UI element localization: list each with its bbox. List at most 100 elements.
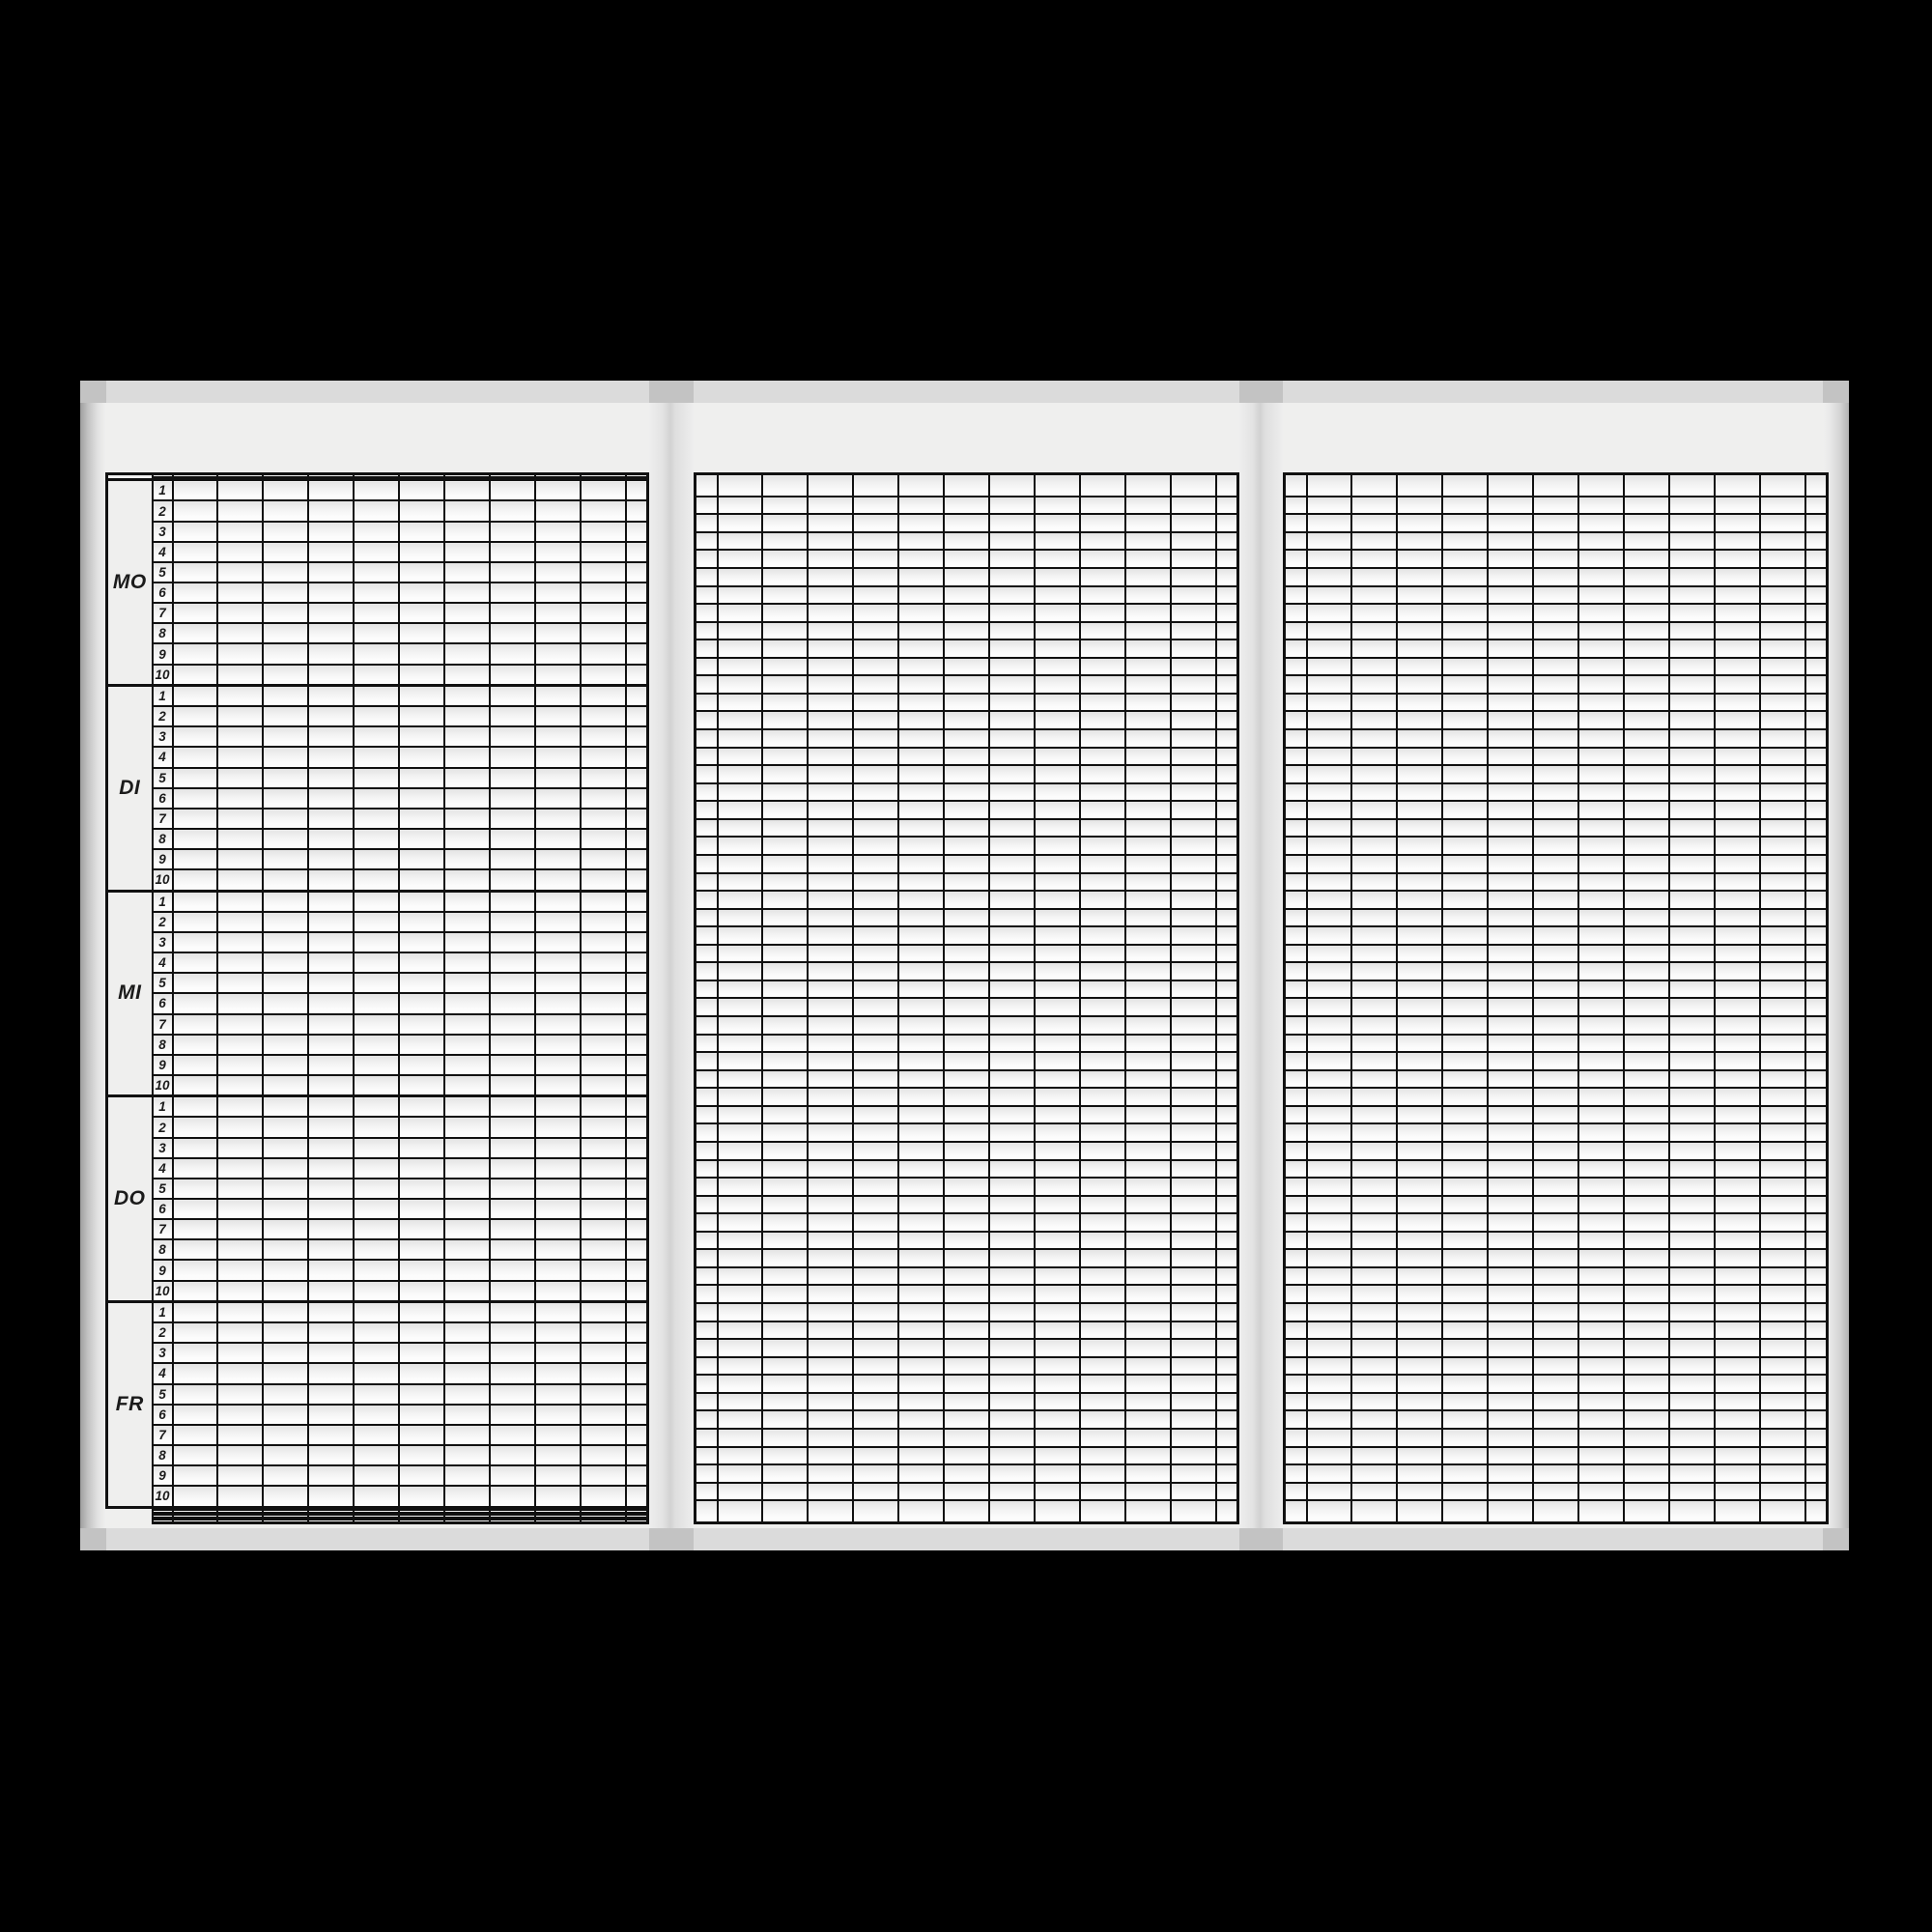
grid-cell	[1441, 1140, 1490, 1161]
grid-cell	[1667, 584, 1716, 606]
grid-cell	[807, 746, 855, 767]
grid-cell	[216, 1218, 265, 1241]
grid-row	[694, 764, 1239, 784]
grid-cell	[1350, 1033, 1399, 1054]
grid-cell	[171, 889, 219, 913]
grid-cell	[987, 764, 1036, 784]
grid-cell	[1577, 728, 1625, 749]
grid-cell	[307, 1156, 355, 1179]
grid-cell	[1033, 656, 1081, 677]
grid-cell	[852, 1068, 900, 1090]
grid-cell	[852, 800, 900, 820]
grid-cell	[1214, 1158, 1239, 1179]
grid-cell	[171, 1443, 219, 1467]
grid-cell	[171, 992, 219, 1015]
grid-cell	[1713, 1140, 1761, 1161]
grid-cell	[1804, 1265, 1829, 1287]
grid-cell	[353, 1443, 400, 1467]
grid-cell	[852, 1391, 900, 1412]
grid-cell	[1487, 800, 1535, 820]
grid-cell	[807, 1391, 855, 1412]
grid-cell	[353, 766, 400, 789]
grid-cell	[761, 1445, 810, 1466]
grid-cell	[1667, 1320, 1716, 1341]
grid-cell	[397, 705, 445, 728]
grid-cell	[1487, 997, 1535, 1017]
grid-cell	[624, 786, 649, 810]
grid-cell	[262, 848, 310, 871]
grid-cell	[307, 766, 355, 789]
header-cell	[533, 471, 582, 478]
grid-cell	[1078, 1391, 1126, 1412]
grid-cell	[579, 1094, 627, 1119]
grid-cell	[1532, 853, 1579, 874]
grid-cell	[1532, 1481, 1579, 1502]
grid-cell	[533, 1342, 582, 1365]
grid-cell	[1804, 1122, 1829, 1143]
grid-cell	[353, 499, 400, 523]
period-number-cell: 7	[151, 1423, 174, 1446]
grid-cell	[1396, 781, 1444, 803]
header-cell	[488, 471, 536, 478]
grid-cell	[1123, 710, 1172, 730]
grid-cell	[307, 807, 355, 830]
grid-cell	[943, 1051, 990, 1071]
grid-cell	[1804, 566, 1829, 587]
grid-cell	[1487, 1481, 1535, 1502]
grid-cell	[1713, 1338, 1761, 1358]
grid-cell	[353, 807, 400, 830]
grid-cell	[262, 1516, 310, 1521]
grid-cell	[1033, 1320, 1081, 1341]
grid-cell	[1577, 1194, 1625, 1215]
grid-cell	[1078, 943, 1126, 964]
grid-cell	[307, 1073, 355, 1097]
grid-cell	[1622, 1087, 1670, 1107]
grid-cell	[761, 1158, 810, 1179]
grid-cell	[624, 622, 649, 645]
grid-cell	[1033, 1177, 1081, 1197]
grid-cell	[1713, 1374, 1761, 1394]
grid-cell	[716, 1427, 764, 1448]
header-cell	[171, 475, 219, 481]
grid-cell	[1713, 620, 1761, 641]
grid-cell	[307, 1238, 355, 1262]
grid-cell	[216, 868, 265, 893]
grid-cell	[488, 1156, 536, 1179]
grid-cell	[943, 1265, 990, 1287]
grid-row	[694, 1104, 1239, 1125]
grid-row	[694, 1140, 1239, 1161]
grid-cell	[1532, 1284, 1579, 1304]
grid-cell	[1283, 549, 1308, 569]
grid-cell	[1758, 1177, 1806, 1197]
grid-row: 9	[107, 1259, 649, 1282]
grid-cell	[1577, 1265, 1625, 1287]
grid-cell	[1169, 1068, 1217, 1090]
grid-cell	[353, 1513, 400, 1519]
grid-cell	[1078, 1140, 1126, 1161]
grid-row	[107, 1518, 649, 1525]
grid-cell	[1667, 530, 1716, 552]
grid-cell	[262, 1094, 310, 1119]
grid-cell	[1804, 1177, 1829, 1197]
grid-cell	[807, 1463, 855, 1484]
grid-cell	[216, 478, 265, 502]
grid-cell	[353, 1321, 400, 1345]
grid-cell	[716, 1194, 764, 1215]
grid-cell	[624, 1156, 649, 1179]
grid-cell	[1305, 1033, 1353, 1054]
period-number-cell: 7	[151, 602, 174, 625]
grid-row	[1283, 943, 1829, 964]
grid-row	[1283, 1409, 1829, 1430]
grid-cell	[852, 979, 900, 1000]
grid-cell	[987, 656, 1036, 677]
grid-cell	[897, 961, 946, 981]
grid-cell	[1667, 1087, 1716, 1107]
grid-row	[1283, 620, 1829, 641]
grid-cell	[943, 1177, 990, 1197]
grid-cell	[488, 560, 536, 584]
grid-cell	[807, 1445, 855, 1466]
grid-cell	[1214, 961, 1239, 981]
grid-cell	[694, 1481, 719, 1502]
grid-cell	[216, 1094, 265, 1119]
grid-cell	[533, 642, 582, 666]
